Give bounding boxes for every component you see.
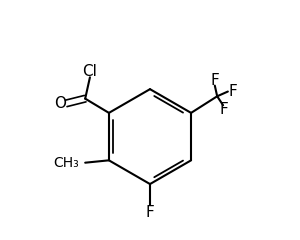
Text: F: F <box>210 73 219 88</box>
Text: O: O <box>54 96 66 111</box>
Text: F: F <box>228 84 237 99</box>
Text: Cl: Cl <box>82 64 98 79</box>
Text: F: F <box>220 102 229 117</box>
Text: F: F <box>146 204 154 220</box>
Text: CH₃: CH₃ <box>53 156 79 170</box>
